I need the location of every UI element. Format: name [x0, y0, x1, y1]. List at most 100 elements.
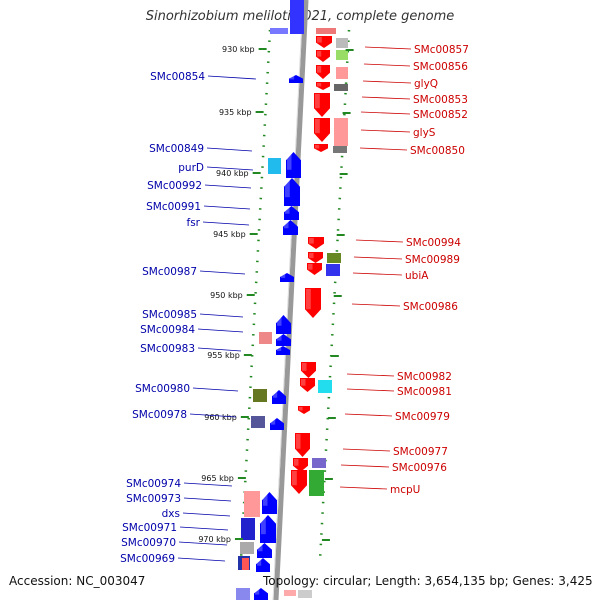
feature-box: [284, 590, 296, 596]
feature-box: [318, 380, 332, 393]
gene-label-left[interactable]: SMc00987: [142, 266, 197, 278]
gene-label-right[interactable]: SMc00857: [414, 44, 469, 56]
feature-box: [268, 158, 281, 174]
gene-label-right[interactable]: SMc00853: [413, 94, 468, 106]
partial-feature: [290, 0, 304, 34]
gene-labels: SMc00854 SMc00849 purD SMc00992 SMc00991 fsr S…: [120, 44, 469, 565]
gene-label-left[interactable]: SMc00969: [120, 553, 175, 565]
leader-line: [177, 557, 226, 562]
leader-line: [340, 464, 390, 468]
leader-line: [353, 256, 403, 260]
dotted-guides: [239, 29, 351, 561]
forward-gene-arrow: [293, 458, 308, 472]
arrow-sheen: [277, 316, 282, 326]
gene-label-left[interactable]: purD: [178, 162, 204, 174]
leader-line: [182, 512, 231, 517]
feature-box: [236, 588, 250, 600]
gene-label-right[interactable]: SMc00856: [413, 61, 468, 73]
gene-label-right[interactable]: SMc00979: [395, 411, 450, 423]
leader-line: [355, 239, 404, 243]
gene-label-left[interactable]: SMc00849: [149, 143, 204, 155]
gene-label-right[interactable]: SMc00850: [410, 145, 465, 157]
leader-line: [183, 482, 233, 487]
leader-line: [197, 328, 244, 333]
gene-label-right[interactable]: mcpU: [390, 484, 420, 496]
gene-label-left[interactable]: SMc00970: [121, 537, 176, 549]
arrow-sheen: [281, 274, 286, 278]
scale-label: 960 kbp: [204, 413, 237, 422]
gene-label-right[interactable]: SMc00981: [397, 386, 452, 398]
gene-label-left[interactable]: SMc00992: [147, 180, 202, 192]
leader-line: [206, 147, 253, 152]
reverse-gene-arrow: [256, 558, 270, 572]
gene-label-right[interactable]: SMc00982: [397, 371, 452, 383]
scale-label: 935 kbp: [219, 108, 252, 117]
gene-label-left[interactable]: SMc00980: [135, 383, 190, 395]
leader-line: [360, 111, 411, 115]
reverse-gene-arrow: [257, 543, 272, 558]
feature-box: [333, 146, 347, 153]
gene-label-right[interactable]: SMc00986: [403, 301, 458, 313]
scale-label: 930 kbp: [222, 45, 255, 54]
leader-line: [189, 413, 237, 418]
leader-line: [202, 221, 250, 226]
forward-gene-arrow: [316, 50, 330, 62]
leader-line: [360, 129, 411, 133]
forward-gene-arrow: [291, 470, 307, 494]
gene-label-right[interactable]: ubiA: [405, 270, 429, 282]
arrow-sheen: [284, 221, 289, 229]
leader-line: [361, 96, 411, 100]
gene-label-left[interactable]: SMc00978: [132, 409, 187, 421]
leader-line: [192, 387, 239, 392]
feature-box: [327, 253, 341, 263]
arrow-sheen: [257, 559, 262, 566]
gene-label-left[interactable]: SMc00985: [142, 309, 197, 321]
scale-label: 940 kbp: [216, 169, 249, 178]
gene-label-left[interactable]: SMc00854: [150, 71, 205, 83]
gene-label-right[interactable]: SMc00852: [413, 109, 468, 121]
arrow-sheen: [258, 544, 263, 552]
gene-label-right[interactable]: SMc00976: [392, 462, 447, 474]
reverse-gene-arrow: [276, 346, 290, 355]
leader-line: [346, 388, 395, 392]
leader-line: [351, 303, 401, 307]
leader-line: [204, 184, 252, 189]
arrow-sheen: [308, 264, 313, 270]
leader-line: [206, 166, 254, 171]
arrow-sheen: [277, 347, 282, 351]
reverse-gene-arrow: [254, 588, 268, 600]
gene-label-right[interactable]: glyS: [413, 127, 436, 139]
accession-label: Accession: NC_003047: [9, 574, 146, 588]
arrow-sheen: [261, 516, 266, 535]
arrow-sheen: [263, 493, 268, 506]
partial-feature: [316, 28, 336, 34]
gene-label-right[interactable]: glyQ: [414, 78, 438, 90]
arrow-sheen: [255, 589, 260, 595]
forward-gene-arrow: [307, 263, 322, 275]
leader-line: [178, 541, 228, 546]
arrow-sheen: [315, 94, 320, 109]
gene-label-left[interactable]: fsr: [187, 217, 201, 229]
gene-label-right[interactable]: SMc00994: [406, 237, 461, 249]
leader-line: [363, 63, 411, 67]
feature-box: [336, 50, 348, 60]
scale-label: 945 kbp: [213, 230, 246, 239]
gene-label-left[interactable]: dxs: [162, 508, 180, 520]
arrow-sheen: [317, 83, 322, 87]
arrow-sheen: [287, 153, 292, 170]
gene-label-left[interactable]: SMc00991: [146, 201, 201, 213]
forward-gene-arrow: [314, 93, 330, 117]
gene-arrows: [254, 36, 332, 600]
gene-label-left[interactable]: SMc00974: [126, 478, 181, 490]
arrow-sheen: [315, 119, 320, 134]
gene-label-left[interactable]: SMc00983: [140, 343, 195, 355]
arrow-sheen: [309, 253, 314, 259]
gene-label-right[interactable]: SMc00977: [393, 446, 448, 458]
gene-label-left[interactable]: SMc00971: [122, 522, 177, 534]
gene-label-left[interactable]: SMc00973: [126, 493, 181, 505]
gene-label-left[interactable]: SMc00984: [140, 324, 195, 336]
leader-line: [197, 347, 242, 352]
feature-box: [259, 332, 272, 344]
gene-label-right[interactable]: SMc00989: [405, 254, 460, 266]
forward-gene-arrow: [314, 118, 330, 142]
